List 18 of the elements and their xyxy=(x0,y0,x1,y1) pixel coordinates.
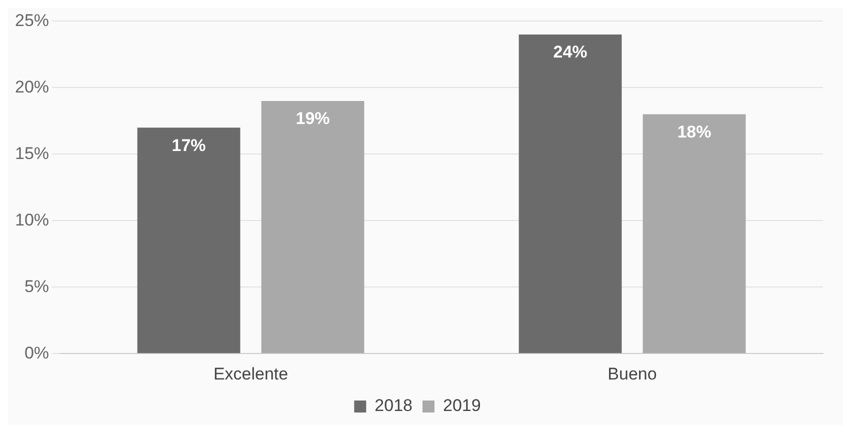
bar xyxy=(137,128,240,354)
legend-label: 2019 xyxy=(443,396,481,416)
data-label: 17% xyxy=(172,136,206,155)
data-label: 24% xyxy=(553,42,588,62)
x-tick-label: Excelente xyxy=(213,364,288,384)
data-label: 18% xyxy=(677,122,712,142)
y-tick-label: 15% xyxy=(14,144,50,163)
y-tick-label: 10% xyxy=(14,210,50,230)
y-tick-label: 5% xyxy=(24,276,50,296)
bar xyxy=(518,34,622,354)
x-tick-label: Bueno xyxy=(608,364,657,384)
bar xyxy=(642,114,746,354)
y-tick-label: 25% xyxy=(14,10,50,30)
y-tick-label: 20% xyxy=(14,77,50,96)
y-tick-label: 0% xyxy=(24,343,50,362)
legend-label: 2018 xyxy=(374,396,413,416)
bar xyxy=(261,100,364,354)
data-label: 19% xyxy=(296,109,330,128)
